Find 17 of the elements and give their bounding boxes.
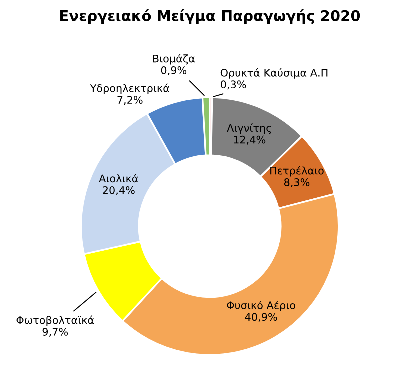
data-label: 20,4% (103, 186, 135, 196)
slice-label: Βιομάζα (153, 54, 195, 65)
slice-label: Φωτοβολταϊκά (16, 316, 94, 326)
data-label: 0,3% (220, 80, 246, 90)
data-label: 40,9% (245, 313, 278, 322)
data-label: 7,2% (118, 96, 143, 106)
data-label: 12,4% (234, 136, 266, 145)
chart-title: Ενεργειακό Μείγμα Παραγωγής 2020 (60, 10, 360, 24)
slice-label: Αιολικά (99, 174, 138, 183)
data-label: 8,3% (284, 178, 310, 188)
slice-label: Ορυκτά Καύσιμα Α.Π (220, 68, 328, 79)
slice-label: Λιγνίτης (227, 124, 272, 134)
slice-label: Υδροηλεκτρικά (90, 84, 170, 94)
data-label: 9,7% (42, 328, 68, 338)
slice-label: Φυσικό Αέριο (227, 300, 296, 312)
data-label: 0,9% (161, 66, 187, 76)
slice-label: Πετρέλαιο (270, 166, 324, 177)
